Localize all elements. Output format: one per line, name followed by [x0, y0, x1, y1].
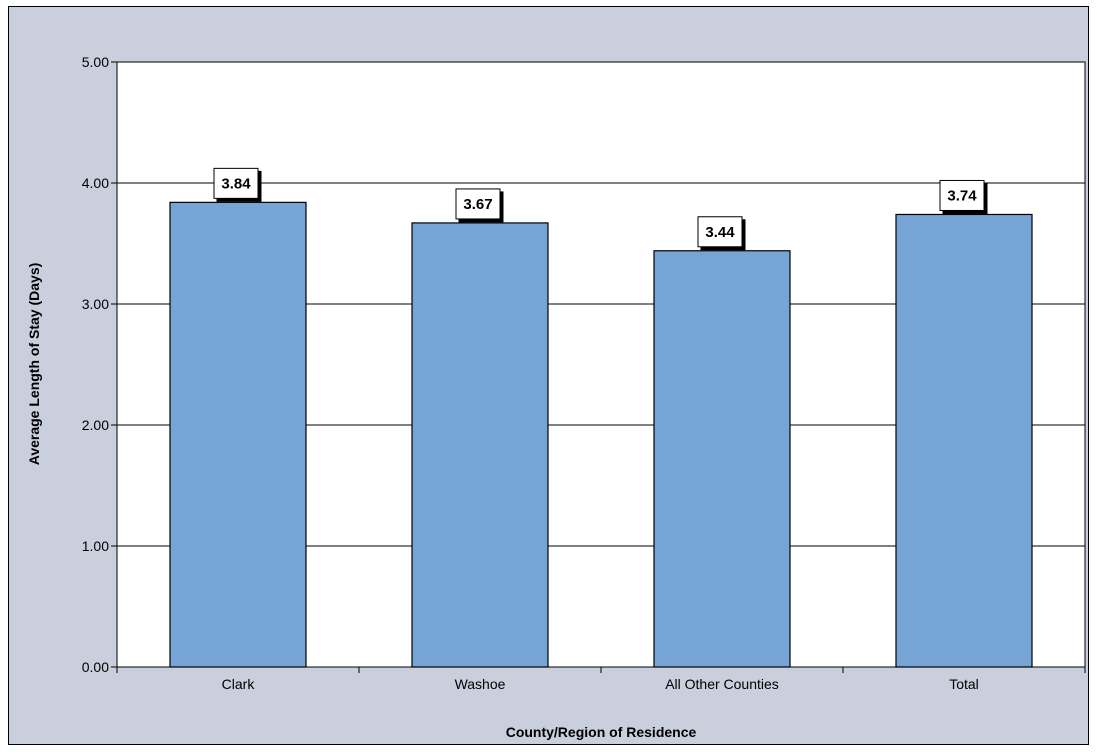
y-axis-title: Average Length of Stay (Days) [26, 263, 42, 466]
data-label: 3.67 [456, 189, 500, 219]
x-tick-label: All Other Counties [665, 676, 779, 692]
bar-chart: 0.00 1.00 2.00 3.00 4.00 5.00 Clark Washoe All O… [9, 7, 1088, 744]
y-tick-label: 0.00 [82, 659, 109, 675]
y-tick-label: 5.00 [82, 54, 109, 70]
x-tick-label: Washoe [455, 676, 506, 692]
x-axis-title: County/Region of Residence [506, 724, 697, 740]
x-tick-label: Total [949, 676, 979, 692]
data-label: 3.74 [940, 180, 984, 210]
data-label: 3.44 [698, 217, 742, 247]
y-tick-label: 4.00 [82, 175, 109, 191]
bar-all-other-counties [654, 251, 790, 667]
chart-area: 0.00 1.00 2.00 3.00 4.00 5.00 Clark Washoe All O… [8, 6, 1089, 745]
data-label: 3.84 [214, 168, 258, 198]
data-label-value: 3.67 [463, 196, 492, 213]
bar-clark [170, 202, 306, 667]
y-tick-label: 1.00 [82, 538, 109, 554]
y-tick-label: 3.00 [82, 296, 109, 312]
y-tick-label: 2.00 [82, 417, 109, 433]
data-label-value: 3.84 [221, 175, 251, 192]
x-tick-label: Clark [222, 676, 256, 692]
data-label-value: 3.44 [705, 224, 735, 241]
bar-total [896, 214, 1032, 667]
bar-washoe [412, 223, 548, 667]
data-label-value: 3.74 [947, 187, 977, 204]
